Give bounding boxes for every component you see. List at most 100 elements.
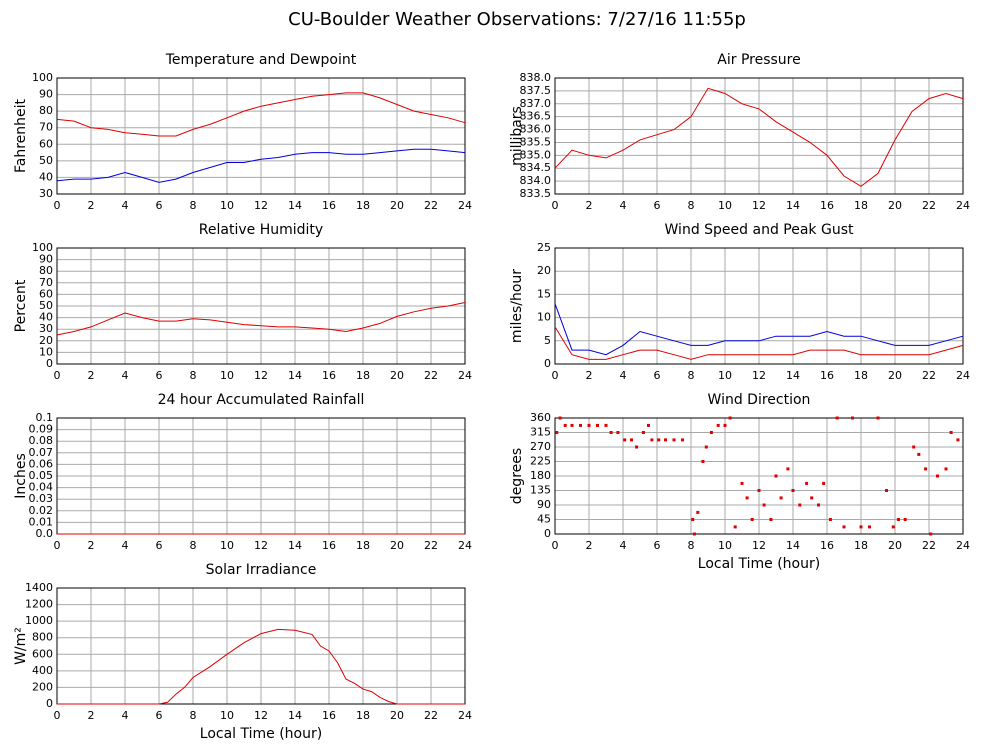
x-tick-label: 6 — [156, 199, 163, 212]
x-tick-label: 6 — [654, 539, 661, 552]
x-tick-label: 16 — [322, 369, 336, 382]
x-tick-label: 8 — [190, 539, 197, 552]
data-line — [554, 326, 964, 360]
y-tick-label: 0.06 — [29, 457, 54, 470]
y-axis-label: degrees — [509, 448, 525, 504]
x-axis-label: Local Time (hour) — [698, 556, 820, 572]
data-point — [936, 474, 939, 478]
x-tick-label: 22 — [424, 709, 438, 722]
y-tick-label: 837.5 — [520, 84, 552, 97]
y-tick-label: 834.5 — [520, 161, 552, 174]
x-tick-label: 8 — [688, 369, 695, 382]
y-tick-label: 60 — [39, 287, 53, 300]
x-tick-label: 24 — [458, 539, 472, 552]
y-tick-label: 0.03 — [29, 492, 54, 505]
x-tick-label: 4 — [122, 199, 129, 212]
x-tick-label: 8 — [190, 709, 197, 722]
plot-frame — [56, 247, 466, 365]
x-tick-label: 22 — [424, 539, 438, 552]
x-tick-label: 8 — [688, 539, 695, 552]
y-axis-label: millibars — [509, 106, 525, 166]
x-tick-label: 16 — [820, 199, 834, 212]
chart-title: Temperature and Dewpoint — [165, 52, 357, 68]
y-tick-label: 60 — [39, 137, 53, 150]
y-axis-label: Percent — [13, 279, 29, 332]
x-tick-label: 8 — [688, 199, 695, 212]
data-point — [635, 445, 639, 449]
y-tick-label: 1000 — [25, 614, 53, 627]
data-point — [704, 445, 708, 449]
x-tick-label: 20 — [390, 199, 404, 212]
data-point — [842, 525, 846, 529]
y-tick-label: 0.02 — [29, 504, 54, 517]
plot-frame — [554, 77, 964, 195]
y-axis-label: miles/hour — [509, 269, 525, 343]
x-tick-label: 10 — [718, 199, 732, 212]
x-tick-label: 10 — [220, 369, 234, 382]
x-tick-label: 20 — [888, 369, 902, 382]
y-tick-label: 833.5 — [520, 187, 552, 200]
x-tick-label: 6 — [156, 369, 163, 382]
y-tick-label: 90 — [39, 88, 53, 101]
data-point — [868, 525, 871, 529]
y-tick-label: 0 — [544, 527, 551, 540]
data-point — [604, 423, 608, 427]
x-tick-label: 2 — [88, 709, 95, 722]
data-line — [56, 92, 466, 137]
x-tick-label: 6 — [156, 709, 163, 722]
y-tick-label: 45 — [537, 513, 551, 526]
x-tick-label: 0 — [54, 369, 61, 382]
data-point — [917, 452, 921, 456]
y-tick-label: 180 — [530, 469, 551, 482]
y-tick-label: 836.0 — [520, 123, 552, 136]
data-point — [828, 518, 832, 521]
data-point — [650, 438, 654, 442]
y-tick-label: 0.07 — [29, 446, 54, 459]
x-tick-label: 2 — [88, 199, 95, 212]
data-point — [555, 431, 559, 434]
x-tick-label: 2 — [88, 539, 95, 552]
y-tick-label: 70 — [39, 276, 53, 289]
x-tick-label: 10 — [220, 199, 234, 212]
data-point — [596, 423, 599, 427]
x-tick-label: 0 — [552, 369, 559, 382]
x-tick-label: 24 — [458, 709, 472, 722]
y-tick-label: 100 — [32, 241, 53, 254]
y-tick-label: 30 — [39, 187, 53, 200]
x-tick-label: 6 — [654, 369, 661, 382]
data-point — [558, 416, 562, 420]
data-point — [728, 416, 732, 420]
data-point — [681, 438, 684, 442]
chart-title: Air Pressure — [717, 52, 800, 68]
y-tick-label: 25 — [537, 241, 551, 254]
x-tick-label: 24 — [458, 199, 472, 212]
y-tick-label: 836.5 — [520, 110, 552, 123]
data-point — [701, 460, 705, 463]
data-point — [924, 467, 928, 471]
x-tick-label: 16 — [322, 709, 336, 722]
chart-title: Solar Irradiance — [206, 562, 317, 578]
data-point — [762, 503, 766, 507]
data-point — [664, 438, 667, 442]
x-axis-label: Local Time (hour) — [200, 726, 322, 742]
data-point — [616, 431, 620, 434]
page-title: CU-Boulder Weather Observations: 7/27/16… — [288, 9, 746, 30]
x-tick-label: 18 — [356, 369, 370, 382]
chart-title: Relative Humidity — [199, 222, 323, 238]
x-tick-label: 20 — [390, 539, 404, 552]
x-tick-label: 24 — [956, 369, 970, 382]
x-tick-label: 18 — [356, 539, 370, 552]
y-axis-label: Inches — [13, 453, 29, 498]
x-tick-label: 20 — [390, 709, 404, 722]
y-tick-label: 5 — [544, 334, 551, 347]
data-point — [691, 518, 695, 521]
data-point — [623, 438, 627, 442]
data-line — [57, 628, 465, 705]
x-tick-label: 10 — [220, 539, 234, 552]
x-tick-label: 4 — [620, 539, 627, 552]
y-tick-label: 0.01 — [29, 515, 54, 528]
x-tick-label: 18 — [356, 199, 370, 212]
x-tick-label: 10 — [220, 709, 234, 722]
x-tick-label: 12 — [752, 539, 766, 552]
y-tick-label: 0 — [544, 357, 551, 370]
